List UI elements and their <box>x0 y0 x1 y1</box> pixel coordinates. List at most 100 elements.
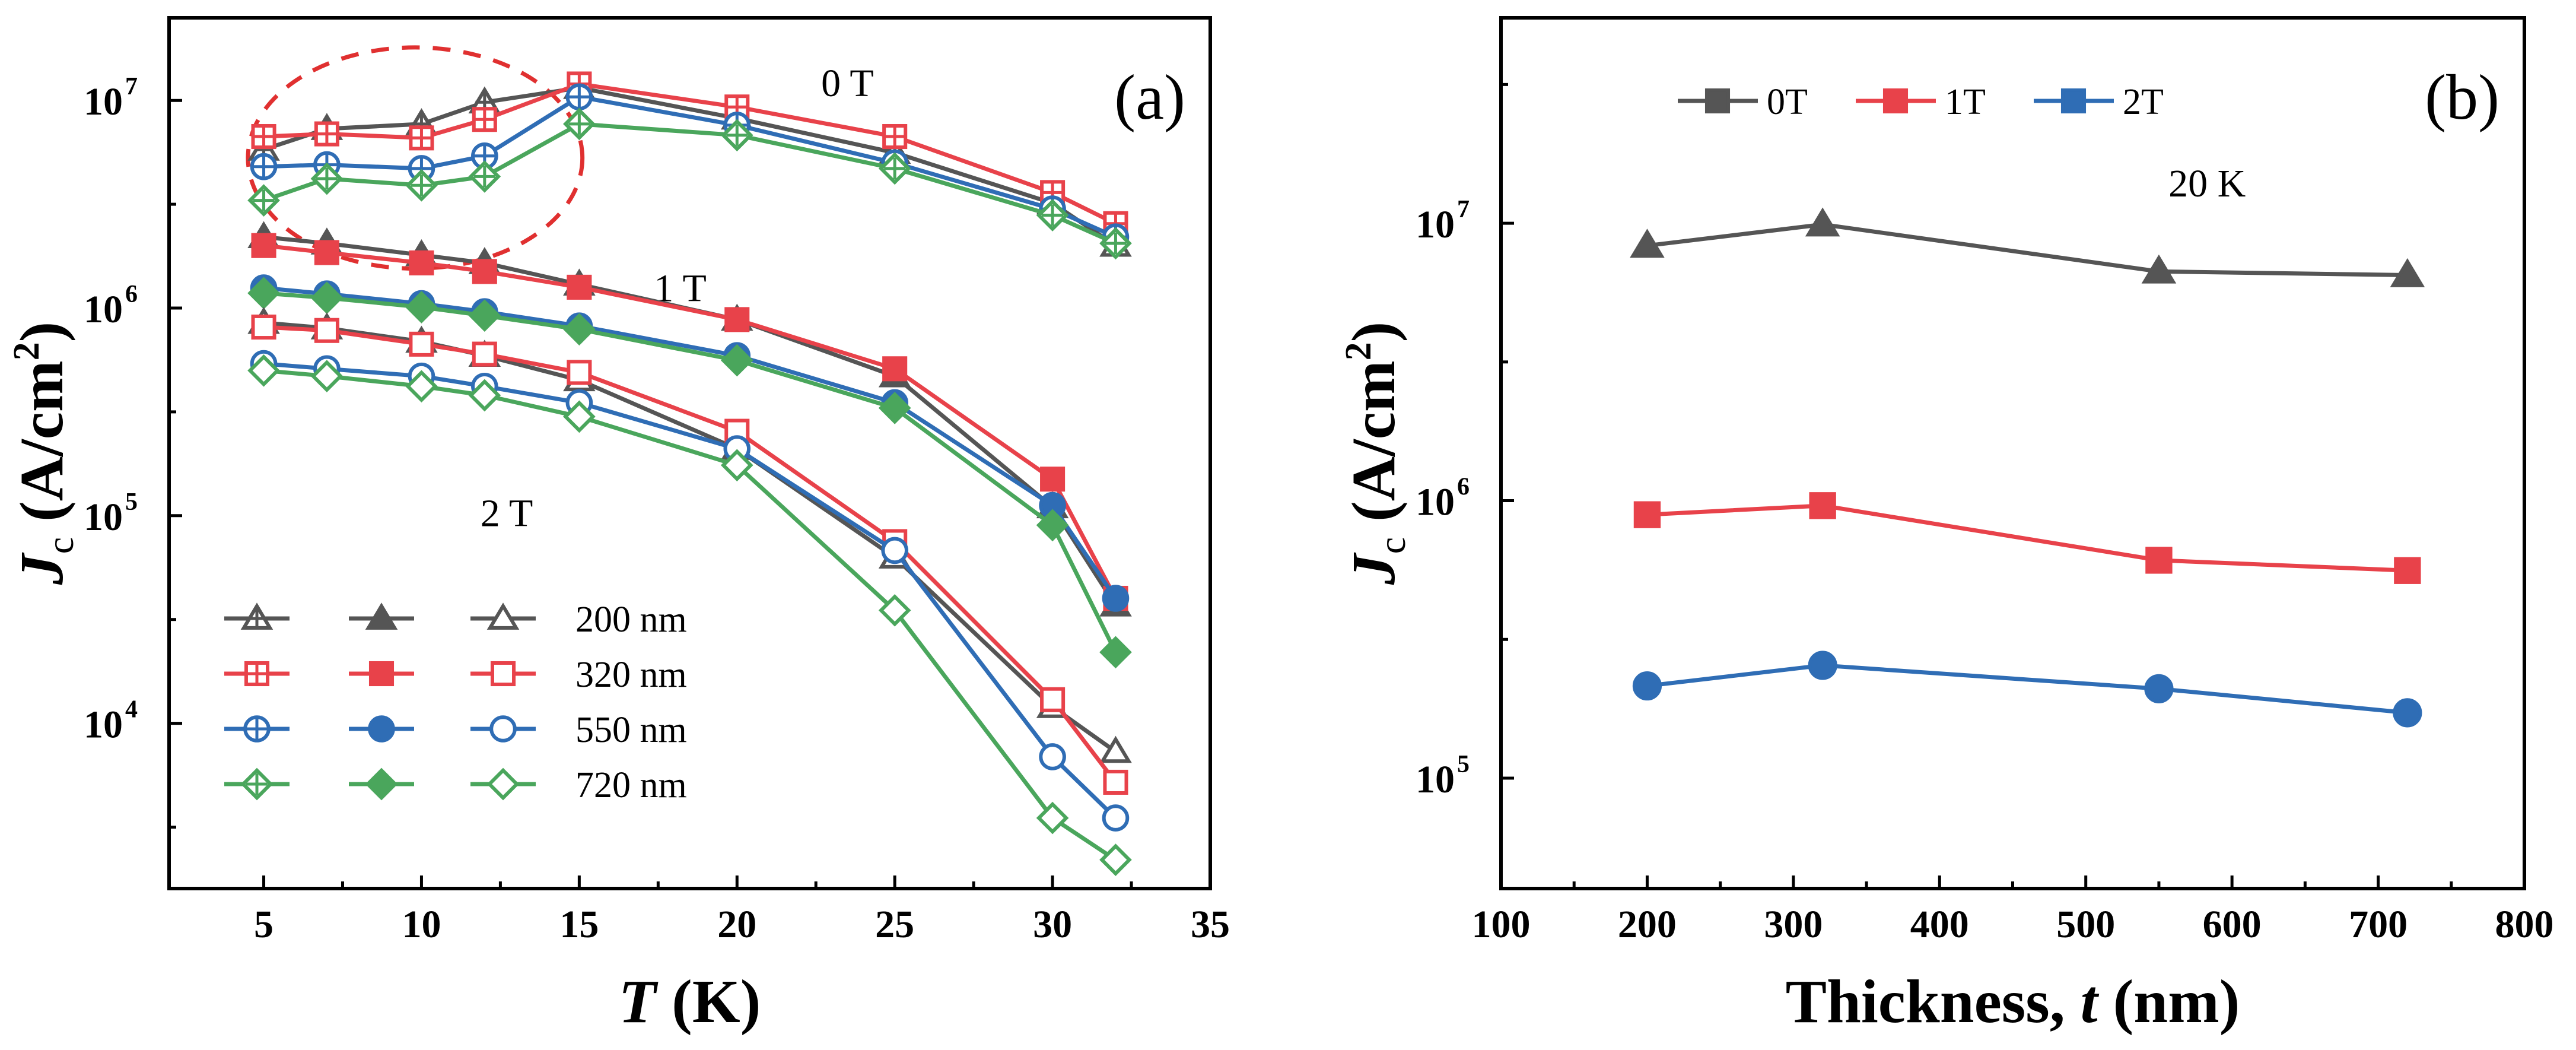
panel-a-legend-marker-320-nm-1-shape <box>368 661 395 687</box>
panel-a-xtick-label-35: 35 <box>1191 903 1230 946</box>
panel-a-point-720-nm-2t-32 <box>1099 843 1132 876</box>
panel-a-point-320-nm-1t-15 <box>567 274 592 300</box>
panel-b-point-2t-200 <box>1632 671 1662 701</box>
panel-a-legend-row-200-nm: 200 nm <box>224 599 687 640</box>
panel-a-legend-marker-320-nm-1 <box>368 661 395 687</box>
panel-a-point-720-nm-2t-12-shape <box>468 379 501 412</box>
panel-a-ytick-exp-7: 7 <box>125 73 138 100</box>
panel-b-xtick-label-100: 100 <box>1472 903 1531 946</box>
panel-a-legend-row-320-nm: 320 nm <box>224 655 687 695</box>
panel-a-point-320-nm-2t-32-shape <box>1103 769 1128 795</box>
panel-a-legend-marker-200-nm-1 <box>365 602 398 630</box>
panel-a-point-720-nm-2t-20 <box>720 449 753 482</box>
panel-a-point-320-nm-0t-10 <box>409 125 434 151</box>
panel-b-point-0t-720-shape <box>2390 258 2425 287</box>
panel-a-point-720-nm-1t-10 <box>405 291 438 323</box>
panel-b-ytick-exp-6: 6 <box>1457 474 1470 501</box>
panel-a-series-line-550-nm-0t <box>263 94 1117 239</box>
panel-a-point-720-nm-0t-15 <box>563 107 596 141</box>
panel-a-legend-marker-550-nm-1-shape <box>368 715 395 743</box>
panel-a-point-720-nm-1t-7-shape <box>310 281 344 315</box>
panel-a-point-550-nm-0t-5 <box>250 153 278 180</box>
panel-a-legend-label-720-nm: 720 nm <box>575 765 687 805</box>
panel-a-point-720-nm-2t-30 <box>1036 801 1069 835</box>
panel-a-ytick-base-5: 10 <box>84 496 123 539</box>
panel-a-point-320-nm-2t-10-shape <box>409 331 434 357</box>
panel-a-point-720-nm-2t-10 <box>405 370 438 403</box>
panel-a-xtick-label-15: 15 <box>559 903 599 946</box>
panel-b-point-0t-550-shape <box>2141 254 2177 284</box>
panel-b-x-axis-title-main: Thickness, <box>1786 967 2081 1036</box>
panel-a-point-320-nm-2t-5-shape <box>251 314 276 340</box>
panel-a-point-720-nm-2t-5-shape <box>247 354 280 387</box>
panel-b-legend-marker-0t <box>1704 88 1731 114</box>
panel-b-legend-item-0t: 0T <box>1678 82 1808 122</box>
panel-b-annotation-20-k: 20 K <box>2168 162 2246 205</box>
panel-b-y-axis-title-sub: c <box>1371 537 1413 554</box>
panel-b-frame <box>1499 16 2526 890</box>
panel-b-letter: (b) <box>2425 62 2499 133</box>
panel-b-x-axis-title-italic: t <box>2081 967 2100 1036</box>
panel-b-legend-marker-2t <box>2060 88 2087 114</box>
panel-a-ytick-base-7: 10 <box>84 80 123 123</box>
panel-a-point-720-nm-0t-32 <box>1099 227 1132 260</box>
panel-a-point-720-nm-1t-32 <box>1099 636 1132 669</box>
panel-a-ytick-exp-4: 4 <box>125 696 138 724</box>
panel-b-point-0t-550 <box>2141 254 2177 284</box>
panel-a-point-720-nm-2t-15-shape <box>563 400 596 433</box>
panel-a-series-720-nm-1t <box>247 277 1132 669</box>
panel-a-point-320-nm-0t-25 <box>882 123 908 150</box>
panel-b-xtick-label-200: 200 <box>1618 903 1677 946</box>
panel-a-point-720-nm-0t-10 <box>405 169 438 202</box>
panel-b-legend-marker-0t-shape <box>1704 88 1731 114</box>
panel-b-series-line-1t <box>1647 503 2408 573</box>
panel-a-point-720-nm-2t-5 <box>247 354 280 387</box>
panel-a-point-550-nm-2t-25-shape <box>881 537 908 564</box>
panel-b-series-0t <box>1630 207 2425 287</box>
panel-a-letter: (a) <box>1114 62 1185 133</box>
panel-a-point-720-nm-2t-32-shape <box>1099 843 1132 876</box>
panel-a-legend-marker-720-nm-2-shape <box>486 767 520 801</box>
panel-a-point-320-nm-1t-20-shape <box>724 307 750 332</box>
panel-a-xtick-label-5: 5 <box>254 903 273 946</box>
panel-a-y-axis-title: Jc (A/cm2) <box>7 322 81 585</box>
panel-a-x-axis-title-main: T <box>619 967 659 1036</box>
panel-a-point-320-nm-1t-7 <box>314 240 339 265</box>
panel-b-point-1t-720 <box>2394 557 2421 584</box>
panel-a-y-axis-title-sup: 2 <box>7 342 47 360</box>
panel-b-ytick-exp-5: 5 <box>1457 751 1470 778</box>
panel-a-point-320-nm-1t-10 <box>409 250 434 275</box>
panel-a-y-axis-title-sub: c <box>39 537 81 554</box>
panel-a-point-550-nm-2t-32-shape <box>1102 804 1130 832</box>
panel-b-y-axis-title-close: ) <box>1340 322 1408 342</box>
panel-b-series-1t <box>1633 492 2421 584</box>
panel-a-legend-marker-720-nm-2 <box>486 767 520 801</box>
panel-a-point-720-nm-2t-15 <box>563 400 596 433</box>
panel-a-legend-marker-550-nm-2-shape <box>489 715 517 743</box>
panel-b-point-2t-550 <box>2144 674 2174 703</box>
panel-a-point-320-nm-1t-15-shape <box>567 274 592 300</box>
panel-b-series-line-2t <box>1647 663 2408 715</box>
panel-a-point-720-nm-2t-7 <box>310 360 344 393</box>
panel-a-point-720-nm-2t-25 <box>878 594 911 627</box>
panel-a-point-720-nm-1t-12 <box>468 299 501 332</box>
panel-b-xtick-label-300: 300 <box>1764 903 1823 946</box>
panel-b-point-0t-200 <box>1630 229 1665 258</box>
panel-a-y-axis-title-unit: (A/cm <box>8 360 76 537</box>
panel-a-point-720-nm-2t-30-shape <box>1036 801 1069 835</box>
panel-b-legend-marker-1t <box>1882 88 1909 114</box>
panel-a-point-320-nm-2t-30-shape <box>1040 687 1066 712</box>
panel-a-point-320-nm-2t-7 <box>314 318 339 343</box>
panel-b-ytick-exp-7: 7 <box>1457 196 1470 223</box>
panel-a-x-axis-title: T (K) <box>619 967 761 1036</box>
panel-a-point-720-nm-0t-5 <box>247 184 280 217</box>
panel-a-point-320-nm-1t-25-shape <box>882 356 908 382</box>
panel-a-point-320-nm-1t-7-shape <box>314 240 339 265</box>
panel-a-point-320-nm-1t-25 <box>882 356 908 382</box>
panel-a-series-550-nm-2t <box>250 350 1130 832</box>
panel-a-xtick-label-30: 30 <box>1033 903 1072 946</box>
panel-a-point-720-nm-1t-25 <box>878 392 911 424</box>
